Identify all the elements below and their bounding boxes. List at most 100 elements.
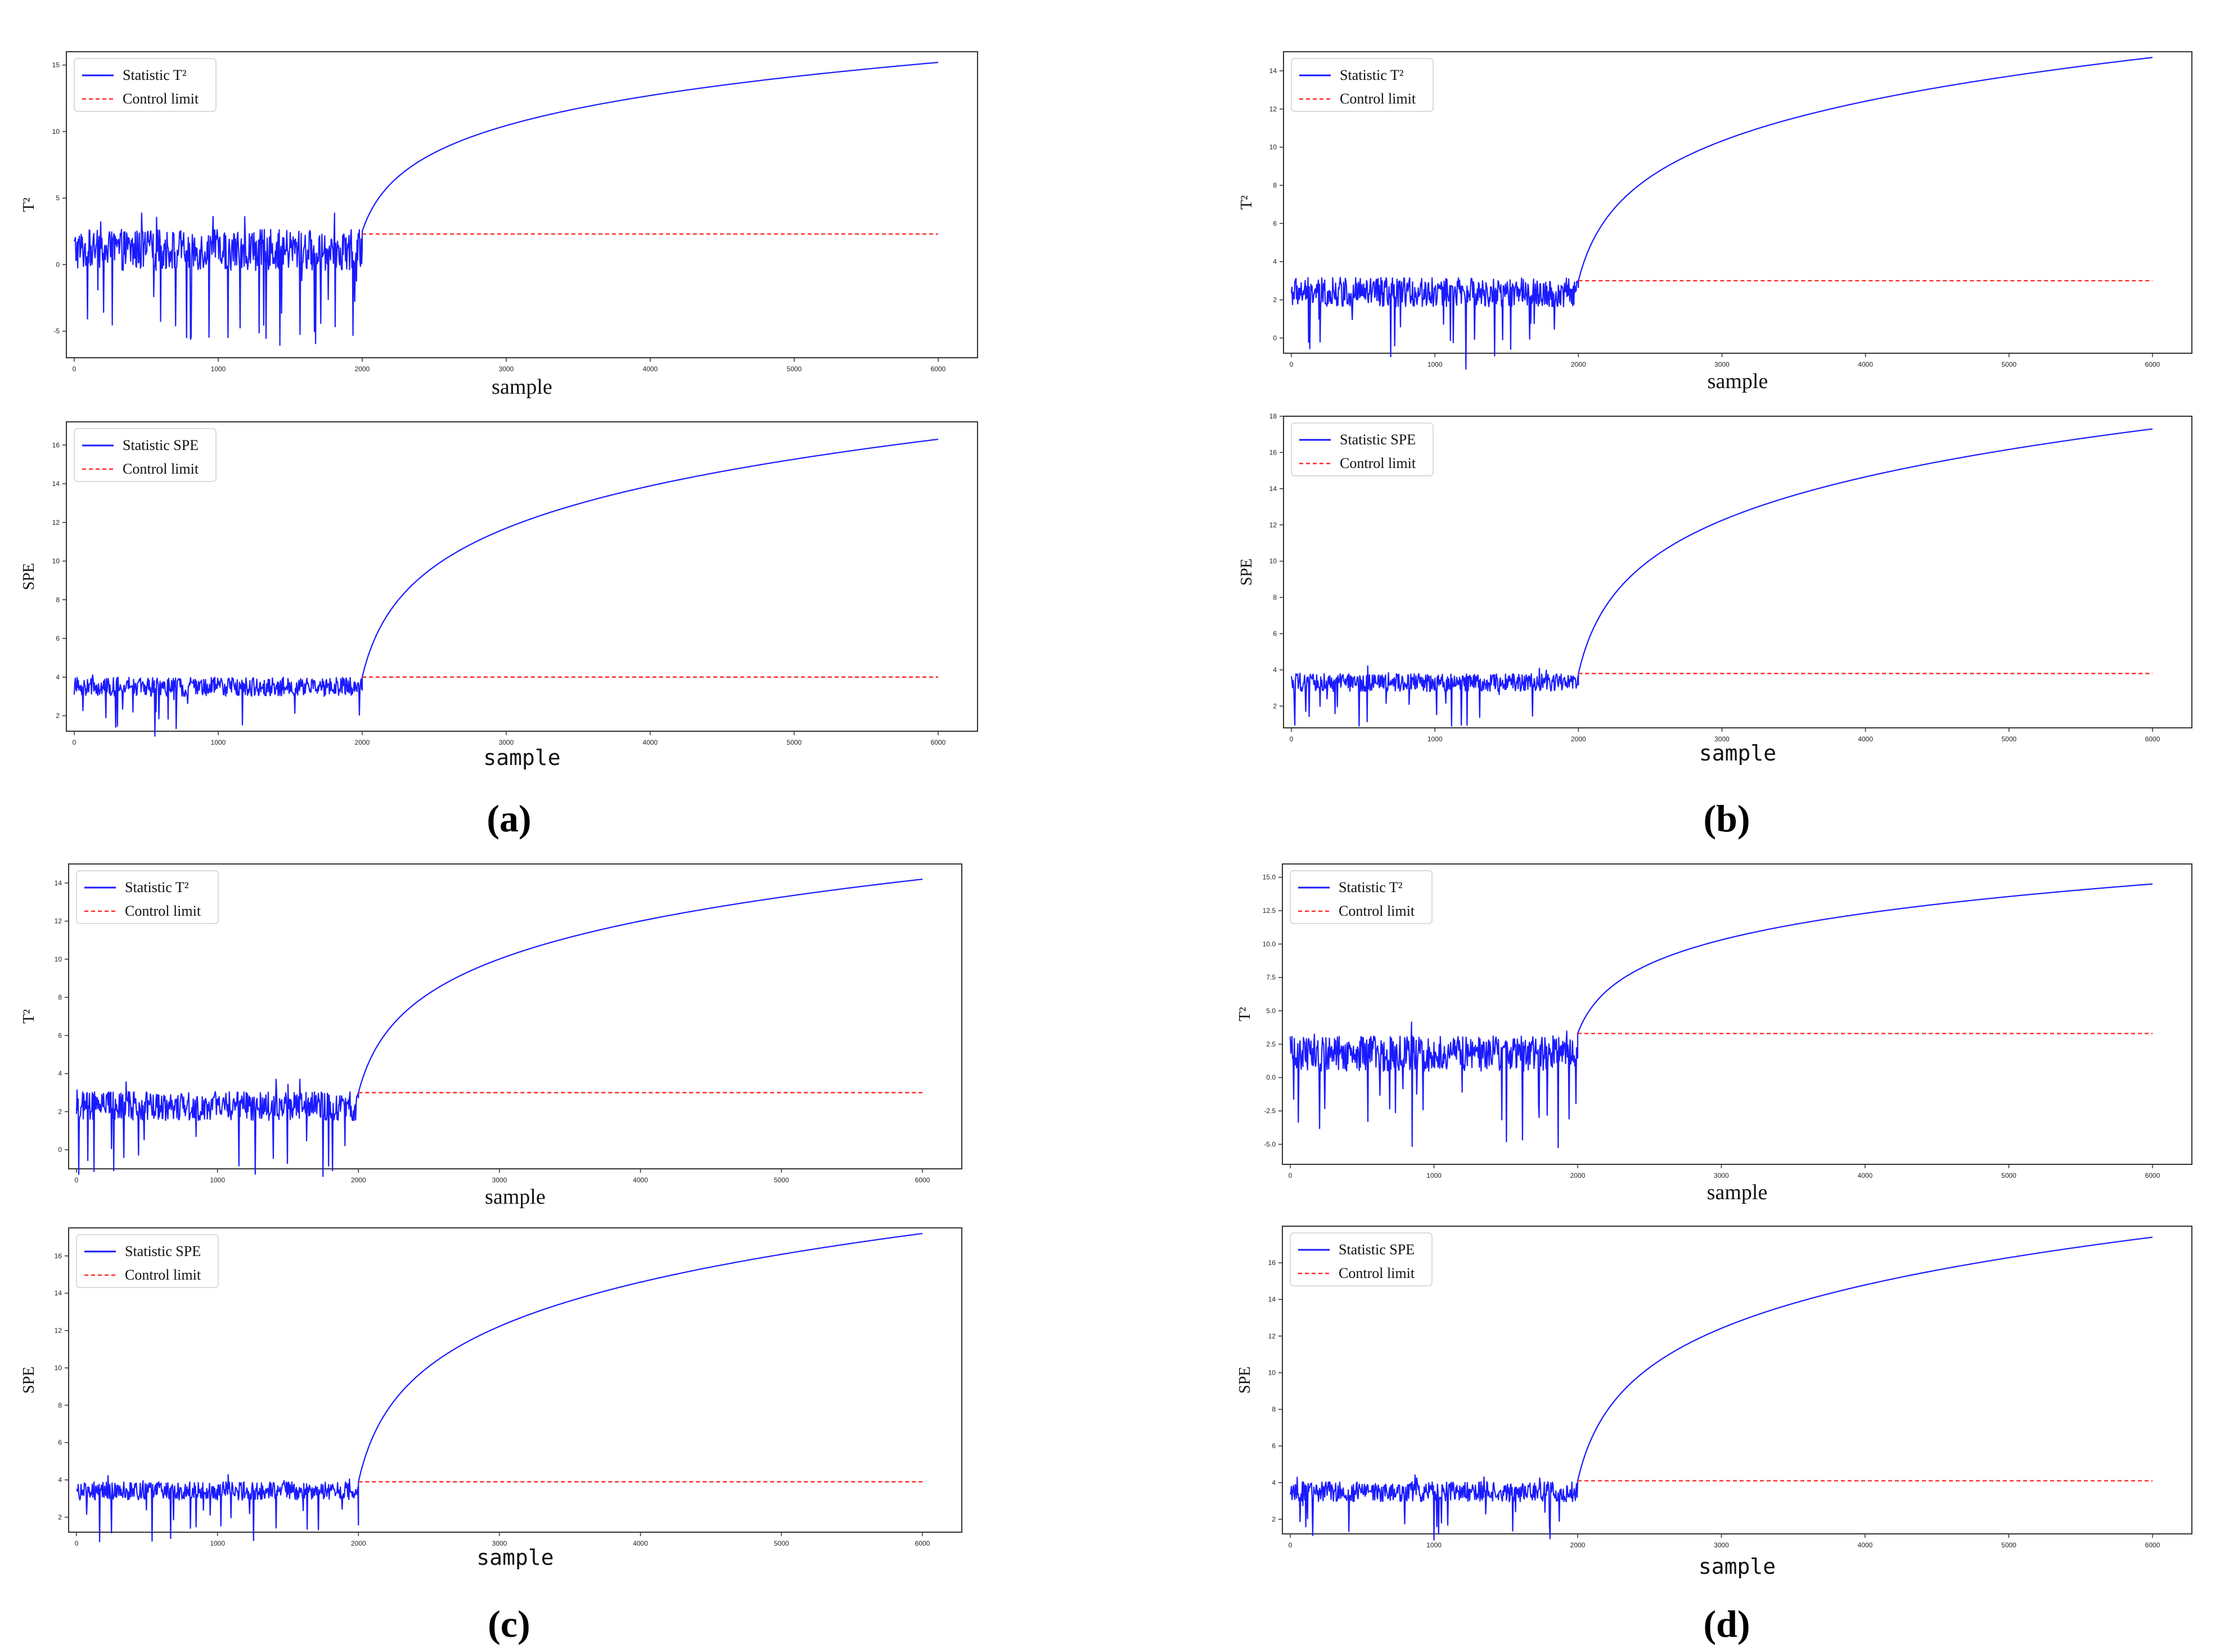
y-tick-label: 2 (58, 1513, 62, 1521)
legend-entry: Statistic T² (1339, 879, 1403, 895)
x-tick-label: 6000 (2145, 1541, 2160, 1549)
x-tick-label: 2000 (1570, 1541, 1586, 1549)
x-tick-label: 1000 (1428, 361, 1443, 368)
statistic-line (1290, 428, 2153, 727)
x-tick-label: 1000 (1426, 1172, 1442, 1180)
x-tick-label: 5000 (2001, 1172, 2016, 1180)
y-tick-label: 10 (1269, 557, 1277, 565)
x-axis-label: sample (483, 745, 560, 770)
y-tick-label: 7.5 (1266, 974, 1276, 982)
y-tick-label: 0 (56, 260, 60, 268)
y-tick-label: 16 (1269, 448, 1277, 456)
y-tick-label: 12 (1268, 1332, 1276, 1340)
legend: Statistic SPE Control limit (1291, 422, 1434, 476)
x-tick-label: 4000 (1858, 1172, 1873, 1180)
y-tick-label: 12 (52, 519, 60, 526)
x-tick-label: 0 (73, 739, 76, 746)
y-tick-label: 4 (1273, 666, 1277, 674)
legend-entry: Statistic SPE (125, 1243, 201, 1259)
x-tick-label: 5000 (2001, 361, 2016, 368)
statistic-line (76, 1232, 923, 1542)
legend-box (1291, 58, 1434, 112)
x-tick-label: 5000 (774, 1540, 789, 1547)
y-tick-label: 14 (52, 480, 60, 488)
y-tick-label: 16 (52, 441, 60, 449)
x-tick-label: 1000 (1426, 1541, 1442, 1549)
y-tick-label: 15 (52, 61, 60, 69)
y-tick-label: 10 (52, 557, 60, 565)
x-tick-label: 5000 (2001, 1541, 2016, 1549)
y-tick-label: 6 (56, 634, 60, 642)
x-tick-label: 1000 (210, 1176, 225, 1184)
x-tick-label: 4000 (1858, 735, 1873, 743)
y-tick-label: 12 (1269, 521, 1277, 529)
x-tick-label: 4000 (633, 1540, 648, 1547)
y-tick-label: 8 (1273, 181, 1277, 189)
x-axis-label: sample (1708, 370, 1768, 393)
y-tick-label: 4 (58, 1476, 62, 1484)
subfigure-label-a: (a) (487, 797, 531, 840)
legend: Statistic SPE Control limit (76, 1234, 219, 1288)
y-axis-label: SPE (20, 563, 38, 590)
y-tick-label: 15.0 (1263, 874, 1276, 881)
x-tick-label: 6000 (931, 365, 946, 373)
y-tick-label: -5.0 (1264, 1140, 1276, 1148)
y-tick-label: 0 (1273, 334, 1277, 342)
x-tick-label: 3000 (1714, 1541, 1729, 1549)
x-tick-label: 0 (1290, 735, 1294, 743)
legend-box (1291, 422, 1434, 476)
x-tick-label: 4000 (1858, 361, 1873, 368)
legend-entry: Statistic SPE (1340, 431, 1416, 448)
y-tick-label: -5 (53, 327, 60, 335)
chart-b-t2: 0 1000 2000 3000 4000 5000 6000 0 2 4 6 8 10 12 14 Stat… (1238, 51, 2192, 393)
subfigure-label-b: (b) (1703, 797, 1750, 840)
y-axis-label: T² (1236, 1007, 1254, 1021)
statistic-line (1289, 1236, 2153, 1541)
legend-entry: Statistic SPE (123, 437, 199, 453)
plot-frame (1283, 51, 2192, 354)
y-tick-label: 10 (55, 1364, 62, 1372)
chart-c-spe: 0 1000 2000 3000 4000 5000 6000 2 4 6 8 10 12 14 16 Sta… (20, 1227, 962, 1570)
x-tick-label: 3000 (492, 1176, 507, 1184)
x-tick-label: 2000 (1571, 735, 1586, 743)
x-tick-label: 3000 (1714, 1172, 1729, 1180)
legend-entry: Statistic T² (123, 67, 187, 83)
y-tick-label: 2 (1273, 296, 1277, 304)
legend-entry: Statistic SPE (1339, 1241, 1415, 1258)
x-tick-label: 3000 (499, 739, 514, 746)
x-tick-label: 0 (1289, 1541, 1293, 1549)
y-axis-label: T² (20, 1009, 38, 1024)
x-axis-label: sample (492, 375, 552, 399)
y-tick-label: 4 (58, 1070, 62, 1078)
y-tick-label: 12 (55, 917, 62, 925)
legend-entry: Control limit (1339, 1265, 1415, 1281)
y-tick-label: 14 (55, 1289, 62, 1297)
y-tick-label: 14 (55, 879, 62, 887)
x-tick-label: 2000 (351, 1540, 366, 1547)
y-axis-label: SPE (1236, 1366, 1254, 1393)
x-tick-label: 4000 (1858, 1541, 1873, 1549)
x-tick-label: 2000 (1571, 361, 1586, 368)
plot-frame (1283, 416, 2192, 728)
y-tick-label: 10 (1269, 143, 1277, 151)
chart-a-spe: 0 1000 2000 3000 4000 5000 6000 2 4 6 8 10 12 14 16 Sta… (20, 421, 978, 770)
legend-entry: Control limit (1339, 903, 1415, 919)
y-tick-label: 12 (1269, 105, 1277, 113)
x-tick-label: 6000 (2145, 735, 2160, 743)
x-tick-label: 6000 (2145, 361, 2160, 368)
x-tick-label: 5000 (787, 739, 802, 746)
x-tick-label: 0 (75, 1540, 79, 1547)
legend: Statistic T² Control limit (1291, 58, 1434, 112)
subfigure-label-c: (c) (488, 1603, 530, 1645)
legend-box (76, 870, 219, 924)
legend: Statistic T² Control limit (74, 58, 217, 112)
statistic-line (1290, 57, 2153, 370)
y-tick-label: 6 (58, 1439, 62, 1447)
x-tick-label: 6000 (931, 739, 946, 746)
chart-d-t2: 0 1000 2000 3000 4000 5000 6000 -5.0 -2.5 0.0 2.5 5… (1236, 863, 2192, 1204)
legend-entry: Control limit (123, 461, 199, 477)
x-tick-label: 1000 (211, 739, 226, 746)
x-tick-label: 3000 (499, 365, 514, 373)
y-tick-label: 8 (56, 596, 60, 604)
x-axis-label: sample (476, 1545, 553, 1570)
